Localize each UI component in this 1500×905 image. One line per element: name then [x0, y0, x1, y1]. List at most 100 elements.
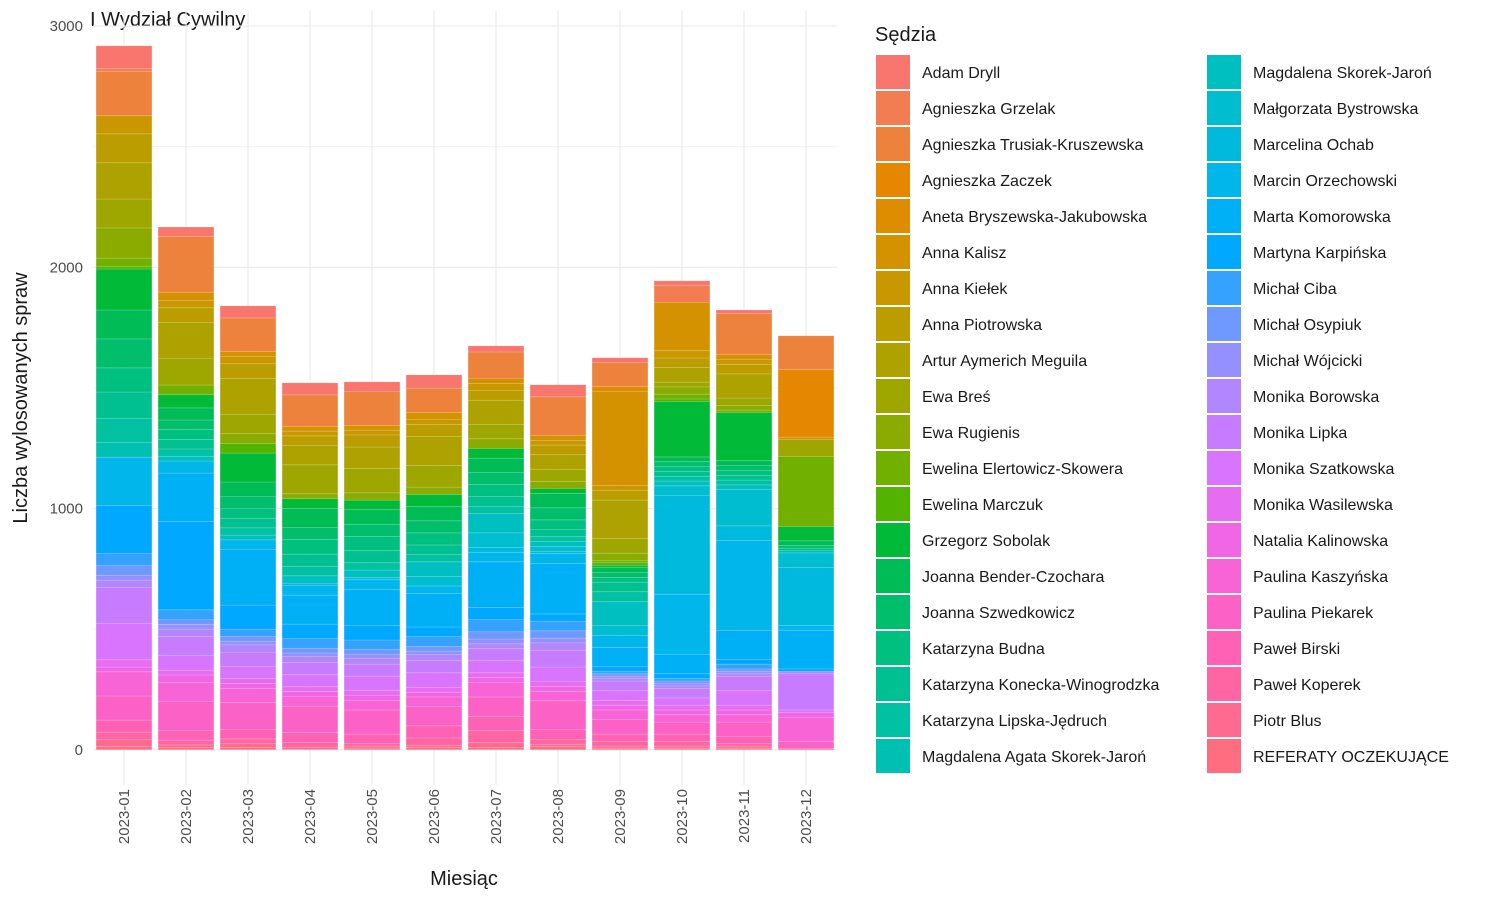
bar-segment — [96, 732, 152, 739]
bar-segment — [592, 363, 648, 387]
legend-key — [876, 415, 910, 449]
bar-segment — [468, 678, 524, 683]
bar-segment — [468, 473, 524, 485]
bar-segment — [530, 397, 586, 436]
bar-segment — [654, 594, 710, 654]
bar-segment — [654, 681, 710, 683]
bar-segment — [716, 722, 772, 736]
y-tick-label: 1000 — [50, 501, 83, 518]
x-tick-label: 2023-06 — [426, 789, 443, 844]
bar-segment — [220, 535, 276, 540]
bar-segment — [406, 465, 462, 487]
bar-segment — [592, 734, 648, 741]
bar-segment — [592, 601, 648, 625]
bar-segment — [530, 691, 586, 701]
bar-segment — [158, 702, 214, 731]
legend-key — [1207, 559, 1241, 593]
bar-segment — [282, 696, 338, 706]
bar-segment — [282, 465, 338, 494]
bar-segment — [592, 626, 648, 636]
bar-segment — [344, 580, 400, 590]
bar-segment — [592, 565, 648, 567]
bar-segment — [406, 673, 462, 687]
bar-segment — [406, 562, 462, 576]
legend-label: Agnieszka Grzelak — [922, 101, 1056, 118]
bar-segment — [778, 669, 834, 671]
legend-key — [1207, 343, 1241, 377]
bar-segment — [530, 546, 586, 551]
bar-segment — [344, 425, 400, 430]
bar-segment — [158, 292, 214, 300]
bar-segment — [592, 681, 648, 691]
bar-segment — [530, 520, 586, 530]
legend-key — [1207, 379, 1241, 413]
bar-segment — [96, 667, 152, 672]
bar-segment — [96, 554, 152, 566]
legend-label: Grzegorz Sobolak — [922, 533, 1051, 550]
legend-key — [876, 163, 910, 197]
bar-segment — [468, 661, 524, 673]
legend-key — [1207, 631, 1241, 665]
legend-label: Aneta Bryszewska-Jakubowska — [922, 209, 1147, 226]
bar-segment — [220, 652, 276, 666]
bar-segment — [158, 473, 214, 521]
bar-segment — [654, 674, 710, 679]
bar-segment — [220, 414, 276, 433]
bar-segment — [530, 542, 586, 547]
bar-segment — [96, 696, 152, 720]
bar-segment — [530, 508, 586, 520]
bar-segment — [654, 722, 710, 734]
bar-segment — [778, 456, 834, 526]
bar-segment — [654, 741, 710, 746]
y-tick-label: 2000 — [50, 259, 83, 276]
bar-segment — [96, 660, 152, 667]
bar-segment — [654, 496, 710, 595]
bar-segment — [344, 500, 400, 510]
legend-label: Paweł Birski — [1253, 641, 1340, 658]
legend-label: Ewa Rugienis — [922, 425, 1020, 442]
legend-label: Anna Kalisz — [922, 245, 1007, 262]
bar-segment — [530, 701, 586, 730]
bar-segment — [468, 391, 524, 401]
legend-key — [876, 631, 910, 665]
bar-segment — [282, 687, 338, 692]
bar-segment — [716, 466, 772, 471]
bar-segment — [406, 586, 462, 593]
bar-segment — [220, 434, 276, 444]
legend-key — [876, 127, 910, 161]
bar-segment — [530, 621, 586, 631]
bar-segment — [344, 654, 400, 658]
bar-segment — [778, 440, 834, 457]
bar-segment — [468, 400, 524, 424]
bar-segment — [468, 748, 524, 750]
x-axis-label: Miesiąc — [430, 868, 498, 890]
bar-segment — [220, 509, 276, 519]
bar-segment — [96, 580, 152, 587]
bar-segment — [716, 671, 772, 673]
legend-label: Michał Ciba — [1253, 281, 1337, 298]
bar-segment — [654, 281, 710, 286]
bar-segment — [158, 730, 214, 740]
legend-key — [876, 595, 910, 629]
legend-label: Piotr Blus — [1253, 713, 1321, 730]
bar-segment — [344, 640, 400, 650]
legend-key — [876, 559, 910, 593]
bar-segment — [592, 486, 648, 491]
x-tick-label: 2023-09 — [612, 789, 629, 844]
bar-segment — [406, 487, 462, 494]
bar-segment — [716, 705, 772, 710]
bar-segment — [220, 605, 276, 629]
bar-segment — [220, 550, 276, 605]
bar-segment — [344, 691, 400, 696]
x-tick-label: 2023-02 — [178, 789, 195, 844]
bar-segment — [592, 647, 648, 666]
bar-segment — [468, 716, 524, 730]
bar-segment — [530, 481, 586, 488]
bar-segment — [530, 614, 586, 621]
bar-segment — [96, 71, 152, 116]
bar-segment — [778, 630, 834, 669]
bar-segment — [592, 741, 648, 746]
legend-label: Magdalena Skorek-Jaroń — [1253, 65, 1432, 82]
bar-segment — [468, 346, 524, 352]
